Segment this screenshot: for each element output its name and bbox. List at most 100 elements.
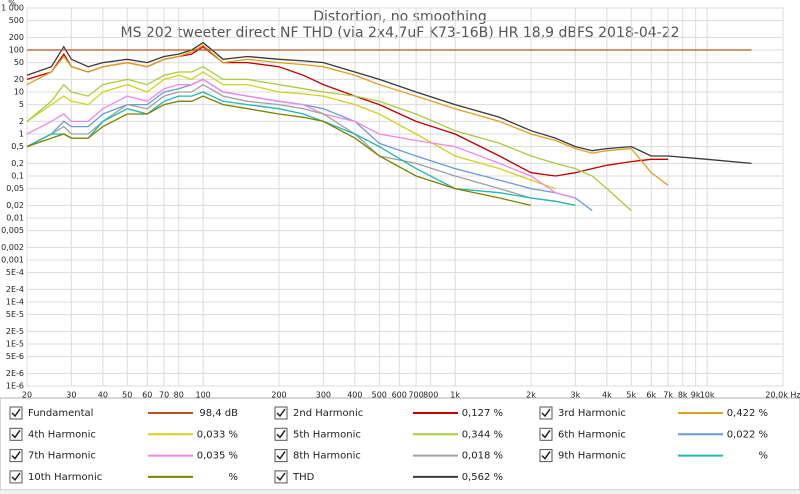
x-tick-label: 60 (142, 391, 152, 400)
y-tick-label: 500 (9, 16, 24, 25)
legend-checkbox[interactable] (274, 427, 288, 441)
y-tick-label: 2E-5 (6, 327, 24, 336)
x-tick-label: 10k (700, 391, 715, 400)
legend-label: 6th Harmonic (558, 429, 626, 440)
y-axis-label: % (8, 0, 16, 8)
legend-label: 9th Harmonic (558, 451, 626, 462)
legend-check (276, 408, 286, 418)
legend-checkbox[interactable] (539, 449, 553, 463)
legend-checkbox[interactable] (539, 427, 553, 441)
y-tick-label: 1 (19, 130, 24, 139)
legend-checkbox[interactable] (274, 470, 288, 484)
y-tick-label: 0,002 (1, 243, 24, 252)
legend-check (11, 408, 21, 418)
legend-label: 3rd Harmonic (558, 408, 626, 419)
y-tick-label: 0,005 (1, 226, 24, 235)
y-tick-label: 1E-4 (6, 298, 24, 307)
legend-check (541, 429, 551, 439)
legend-value: 0,127 % (462, 408, 503, 419)
y-tick-label: 2 (19, 117, 24, 126)
x-tick-label: 30 (66, 391, 76, 400)
legend-check (541, 408, 551, 418)
legend-label: 10th Harmonic (28, 472, 102, 483)
series-line (26, 41, 752, 165)
legend-label: 8th Harmonic (293, 451, 361, 462)
legend-value: 0,022 % (727, 429, 768, 440)
legend-check (11, 451, 21, 460)
legend-check (276, 429, 286, 439)
y-tick-label: 5E-5 (6, 310, 24, 319)
y-tick-label: 0,01 (6, 214, 24, 223)
legend-checkbox[interactable] (9, 406, 23, 420)
y-tick-label: 0,05 (6, 184, 24, 193)
legend-checkbox[interactable] (9, 470, 23, 484)
legend-value: 0,035 % (197, 451, 238, 462)
series-line (26, 65, 632, 212)
legend-value: 0,033 % (197, 429, 238, 440)
x-tick-label: 9k (691, 391, 701, 400)
legend-check (11, 472, 21, 482)
y-tick-label: 200 (9, 33, 24, 42)
x-tick-label: 40 (98, 391, 108, 400)
chart-subtitle: MS 202 tweeter direct NF THD (via 2x4,7u… (120, 25, 679, 41)
x-tick-label: 600 (392, 391, 407, 400)
x-tick-label: 50 (122, 391, 132, 400)
series-line (26, 78, 576, 199)
chart-title: Distortion, no smoothing (313, 9, 486, 25)
y-tick-label: 10 (14, 88, 24, 97)
legend-checkbox[interactable] (9, 449, 23, 463)
y-tick-label: 0,1 (11, 172, 24, 181)
x-tick-label: 70 (159, 391, 169, 400)
y-tick-label: 2E-6 (6, 369, 24, 378)
x-tick-label: 300 (316, 391, 331, 400)
x-tick-label: 80 (174, 391, 184, 400)
legend-value: % (758, 451, 768, 462)
legend-value: 0,422 % (727, 408, 768, 419)
y-tick-label: 0,2 (11, 159, 24, 168)
legend-value: % (228, 472, 238, 483)
series-line (26, 44, 669, 186)
legend-checkbox[interactable] (9, 427, 23, 441)
legend-panel (0, 397, 800, 491)
legend-label: THD (292, 472, 315, 483)
x-tick-label: 8k (678, 391, 688, 400)
x-tick-label: 4k (602, 391, 612, 400)
legend-label: 2nd Harmonic (293, 408, 363, 419)
y-tick-label: 0,001 (1, 256, 24, 265)
y-tick-label: 1E-6 (6, 382, 24, 391)
legend-value: 0,344 % (462, 429, 503, 440)
y-tick-label: 2E-4 (6, 285, 24, 294)
series-line (26, 83, 576, 207)
x-tick-label: 700 (408, 391, 423, 400)
x-tick-label: 1k (450, 391, 460, 400)
legend-value: 0,018 % (462, 451, 503, 462)
x-tick-label: 2k (526, 391, 536, 400)
x-tick-label: 5k (626, 391, 636, 400)
legend-value: 0,562 % (462, 472, 503, 483)
legend-checkbox[interactable] (274, 449, 288, 463)
y-tick-label: 50 (14, 58, 24, 67)
legend-label: 7th Harmonic (28, 451, 96, 462)
x-tick-label: 400 (347, 391, 362, 400)
legend-checkbox[interactable] (274, 406, 288, 420)
y-tick-label: 5E-4 (6, 268, 24, 277)
x-tick-label: 800 (423, 391, 438, 400)
legend-label: 4th Harmonic (28, 429, 96, 440)
y-tick-label: 5 (19, 100, 24, 109)
x-tick-label: 7k (663, 391, 673, 400)
y-tick-label: 1E-5 (6, 340, 24, 349)
x-tick-label: 200 (271, 391, 286, 400)
legend-check (541, 451, 551, 460)
y-tick-label: 100 (9, 46, 24, 55)
x-tick-label: 100 (195, 391, 210, 400)
legend-checkbox[interactable] (539, 406, 553, 420)
series-line (26, 95, 532, 207)
legend-check (11, 429, 21, 439)
y-tick-label: 0,5 (11, 142, 24, 151)
y-tick-label: 20 (14, 75, 24, 84)
x-tick-label: 20,0k Hz (765, 391, 800, 400)
legend-check (276, 451, 286, 460)
y-tick-label: 1 000 (1, 4, 24, 13)
legend-value: 98,4 dB (199, 408, 238, 419)
